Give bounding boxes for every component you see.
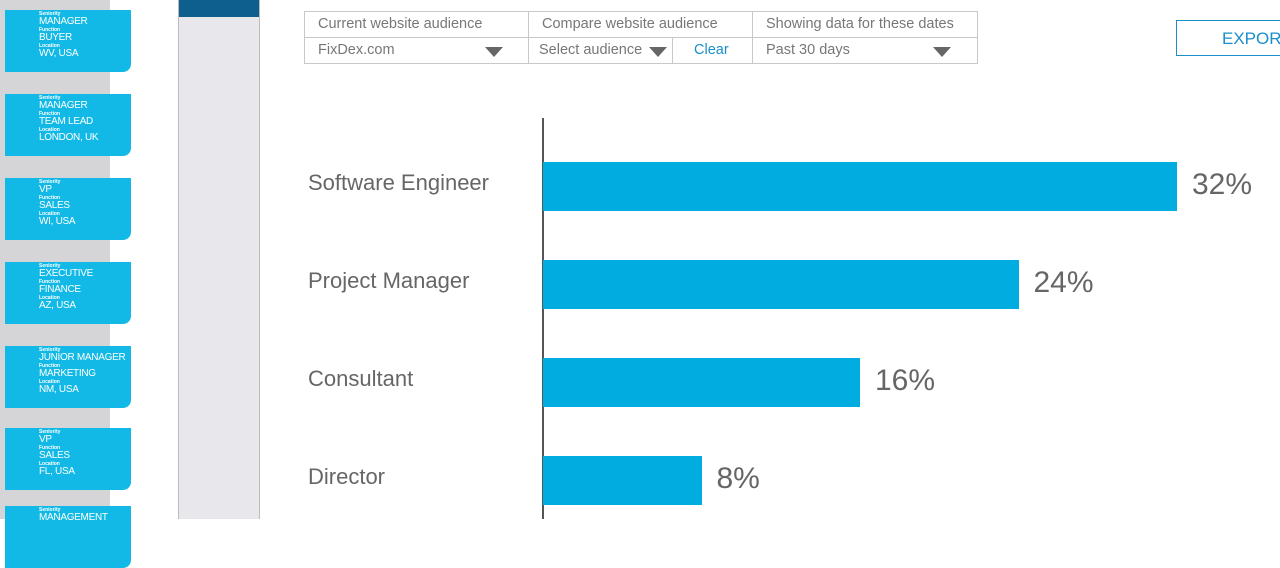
card-seniority-label: Seniority: [39, 347, 61, 353]
profile-card[interactable]: Seniority MANAGER Function BUYER Location WV,…: [5, 10, 131, 72]
dates-label: Showing data for these dates: [766, 16, 954, 32]
card-location: WI, USA: [39, 216, 76, 227]
card-function-label: Function: [39, 111, 61, 117]
bar-consultant: [543, 358, 860, 407]
card-location-label: Location: [39, 461, 60, 467]
chart-axis: [542, 118, 544, 519]
card-function-label: Function: [39, 279, 61, 285]
card-seniority: VP: [39, 184, 52, 195]
card-location-label: Location: [39, 379, 60, 385]
profile-card[interactable]: Seniority EXECUTIVE Function FINANCE Locatio…: [5, 262, 131, 324]
card-function: FINANCE: [39, 284, 81, 295]
card-seniority-label: Seniority: [39, 11, 61, 17]
value-label: 16%: [875, 364, 936, 397]
value-label: 32%: [1192, 168, 1253, 201]
card-seniority-label: Seniority: [39, 429, 61, 435]
card-location-label: Location: [39, 43, 60, 49]
card-location-label: Location: [39, 211, 60, 217]
export-button[interactable]: EXPORT: [1176, 20, 1280, 56]
card-location: FL, USA: [39, 466, 75, 477]
dates-select[interactable]: Past 30 days: [753, 38, 977, 63]
dates-value: Past 30 days: [766, 42, 850, 58]
card-function-label: Function: [39, 445, 61, 451]
chevron-down-icon: [933, 47, 951, 57]
category-label: Consultant: [308, 366, 414, 391]
card-function: BUYER: [39, 32, 72, 43]
profile-card[interactable]: Seniority JUNIOR MANAGER Function MARKETING…: [5, 346, 131, 408]
card-location: WV, USA: [39, 48, 79, 59]
compare-audience-label: Compare website audience: [542, 16, 718, 32]
card-function-label: Function: [39, 363, 61, 369]
current-audience-select[interactable]: FixDex.com: [305, 38, 528, 63]
card-seniority: MANAGER: [39, 16, 88, 27]
audience-filters: Current website audience Compare website…: [304, 11, 978, 64]
card-function: SALES: [39, 200, 70, 211]
value-label: 8%: [716, 462, 760, 495]
card-seniority: EXECUTIVE: [39, 268, 93, 279]
profile-card[interactable]: Seniority VP Function SALES Location WI, USA: [5, 178, 131, 240]
bar-software-engineer: [543, 162, 1177, 211]
current-audience-value: FixDex.com: [318, 42, 395, 58]
card-function: MARKETING: [39, 368, 96, 379]
card-seniority: MANAGEMENT: [39, 512, 108, 523]
card-location: AZ, USA: [39, 300, 76, 311]
category-label: Software Engineer: [308, 170, 489, 195]
card-seniority: JUNIOR MANAGER: [39, 352, 126, 363]
chevron-down-icon: [485, 47, 503, 57]
card-function: TEAM LEAD: [39, 116, 93, 127]
side-panel-header: [179, 0, 259, 17]
side-panel: [178, 0, 260, 519]
card-location-label: Location: [39, 295, 60, 301]
card-function-label: Function: [39, 195, 61, 201]
card-function: SALES: [39, 450, 70, 461]
card-seniority-label: Seniority: [39, 179, 61, 185]
profile-card[interactable]: Seniority MANAGEMENT: [5, 506, 131, 568]
card-seniority: MANAGER: [39, 100, 88, 111]
card-seniority-label: Seniority: [39, 507, 61, 513]
card-seniority-label: Seniority: [39, 95, 61, 101]
card-location: NM, USA: [39, 384, 79, 395]
compare-audience-value: Select audience: [539, 42, 643, 58]
bar-project-manager: [543, 260, 1019, 309]
card-location: LONDON, UK: [39, 132, 99, 143]
category-label: Director: [308, 464, 386, 489]
category-label: Project Manager: [308, 268, 470, 293]
profile-card[interactable]: Seniority VP Function SALES Location FL, USA: [5, 428, 131, 490]
bar-director: [543, 456, 702, 505]
profile-card[interactable]: Seniority MANAGER Function TEAM LEAD Locatio…: [5, 94, 131, 156]
value-label: 24%: [1033, 266, 1094, 299]
current-audience-label: Current website audience: [318, 16, 483, 32]
card-location-label: Location: [39, 127, 60, 133]
chevron-down-icon: [649, 47, 667, 57]
card-seniority: VP: [39, 434, 52, 445]
compare-audience-select[interactable]: Select audience: [529, 38, 672, 63]
clear-button[interactable]: Clear: [694, 42, 729, 58]
card-function-label: Function: [39, 27, 61, 33]
card-seniority-label: Seniority: [39, 263, 61, 269]
